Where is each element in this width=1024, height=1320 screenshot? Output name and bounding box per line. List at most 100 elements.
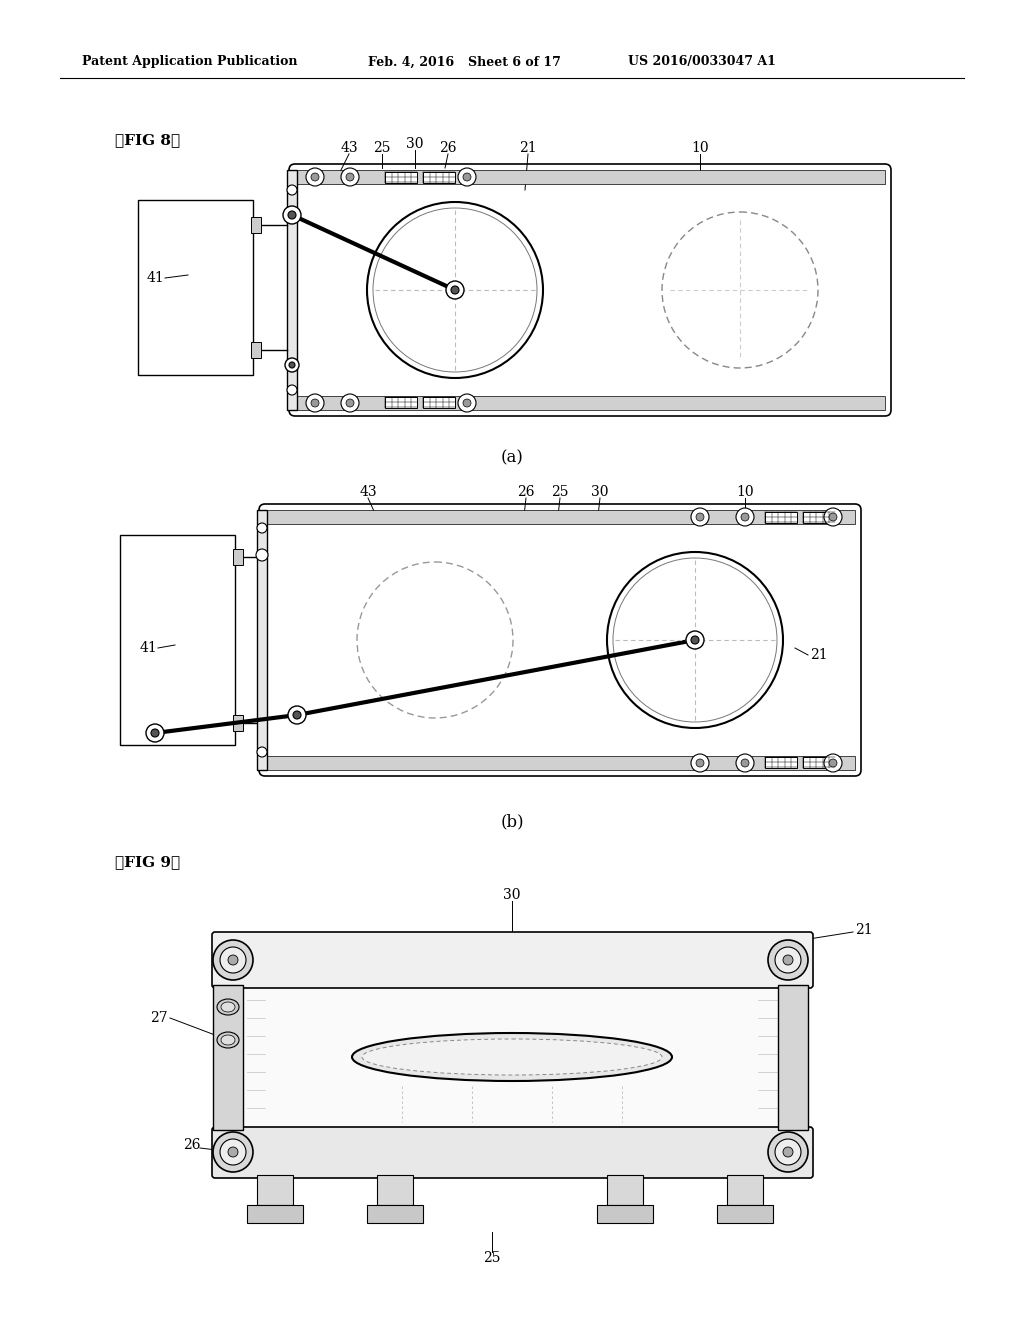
Bar	[287, 170, 297, 411]
Ellipse shape	[362, 1039, 662, 1074]
FancyBboxPatch shape	[259, 504, 861, 776]
Text: (a): (a)	[501, 450, 523, 466]
Circle shape	[607, 552, 783, 729]
Circle shape	[775, 946, 801, 973]
Circle shape	[783, 1147, 793, 1158]
Circle shape	[736, 508, 754, 525]
Circle shape	[775, 1139, 801, 1166]
Circle shape	[691, 754, 709, 772]
Circle shape	[736, 754, 754, 772]
Bar	[295, 396, 885, 411]
Bar	[803, 512, 835, 523]
Circle shape	[691, 636, 699, 644]
Text: US 2016/0033047 A1: US 2016/0033047 A1	[628, 55, 776, 69]
Circle shape	[151, 729, 159, 737]
Text: 10: 10	[691, 141, 709, 154]
Text: Sheet 6 of 17: Sheet 6 of 17	[468, 55, 561, 69]
Bar	[765, 512, 797, 523]
Circle shape	[451, 286, 459, 294]
Circle shape	[306, 168, 324, 186]
Text: 【FIG 9】: 【FIG 9】	[115, 855, 180, 869]
FancyBboxPatch shape	[289, 164, 891, 416]
Circle shape	[768, 1133, 808, 1172]
Circle shape	[824, 754, 842, 772]
Bar	[367, 1205, 423, 1224]
Bar	[213, 985, 243, 1130]
Circle shape	[289, 362, 295, 368]
FancyBboxPatch shape	[212, 932, 813, 987]
Bar	[727, 1175, 763, 1205]
Text: 26: 26	[439, 141, 457, 154]
Circle shape	[257, 747, 267, 756]
Circle shape	[696, 759, 705, 767]
Circle shape	[446, 281, 464, 300]
Circle shape	[306, 393, 324, 412]
Circle shape	[213, 1133, 253, 1172]
Circle shape	[768, 940, 808, 979]
Circle shape	[146, 723, 164, 742]
Bar	[778, 985, 808, 1130]
Text: 10: 10	[736, 484, 754, 499]
Text: 【FIG 8】: 【FIG 8】	[115, 133, 180, 147]
Text: 25: 25	[551, 484, 568, 499]
Bar	[265, 756, 855, 770]
Circle shape	[287, 185, 297, 195]
Text: 26: 26	[517, 484, 535, 499]
Bar	[717, 1205, 773, 1224]
Bar	[385, 172, 417, 183]
Circle shape	[662, 213, 818, 368]
Bar	[597, 1205, 653, 1224]
Text: 25: 25	[483, 1251, 501, 1265]
Text: 21: 21	[855, 923, 872, 937]
Text: 43: 43	[359, 484, 377, 499]
Bar	[257, 1175, 293, 1205]
Bar	[265, 510, 855, 524]
Bar	[377, 1175, 413, 1205]
Circle shape	[783, 954, 793, 965]
Circle shape	[256, 549, 268, 561]
Text: 30: 30	[503, 888, 521, 902]
Ellipse shape	[221, 1035, 234, 1045]
Circle shape	[696, 513, 705, 521]
Text: 30: 30	[407, 137, 424, 150]
Circle shape	[341, 168, 359, 186]
FancyBboxPatch shape	[212, 1127, 813, 1177]
Text: 41: 41	[139, 642, 157, 655]
Circle shape	[691, 508, 709, 525]
Circle shape	[311, 399, 319, 407]
Text: 25: 25	[374, 141, 391, 154]
Text: 21: 21	[519, 141, 537, 154]
Bar	[120, 535, 234, 744]
Bar	[251, 216, 261, 234]
Circle shape	[829, 759, 837, 767]
Circle shape	[686, 631, 705, 649]
Circle shape	[293, 711, 301, 719]
Circle shape	[346, 399, 354, 407]
Bar	[243, 985, 778, 1130]
Circle shape	[829, 513, 837, 521]
Text: (b): (b)	[500, 813, 524, 830]
Ellipse shape	[217, 1032, 239, 1048]
Circle shape	[824, 508, 842, 525]
Circle shape	[283, 206, 301, 224]
Circle shape	[287, 385, 297, 395]
Bar	[233, 549, 243, 565]
Text: 26: 26	[183, 1138, 201, 1152]
Circle shape	[373, 209, 537, 372]
Circle shape	[311, 173, 319, 181]
Bar	[803, 756, 835, 768]
Text: 27: 27	[151, 1011, 168, 1026]
Circle shape	[228, 1147, 238, 1158]
Bar	[765, 756, 797, 768]
Circle shape	[463, 173, 471, 181]
Bar	[251, 342, 261, 358]
Text: 43: 43	[340, 141, 357, 154]
Bar	[423, 172, 455, 183]
Bar	[385, 397, 417, 408]
Circle shape	[741, 759, 749, 767]
Circle shape	[220, 946, 246, 973]
Circle shape	[463, 399, 471, 407]
Bar	[295, 170, 885, 183]
Circle shape	[288, 211, 296, 219]
Bar	[607, 1175, 643, 1205]
